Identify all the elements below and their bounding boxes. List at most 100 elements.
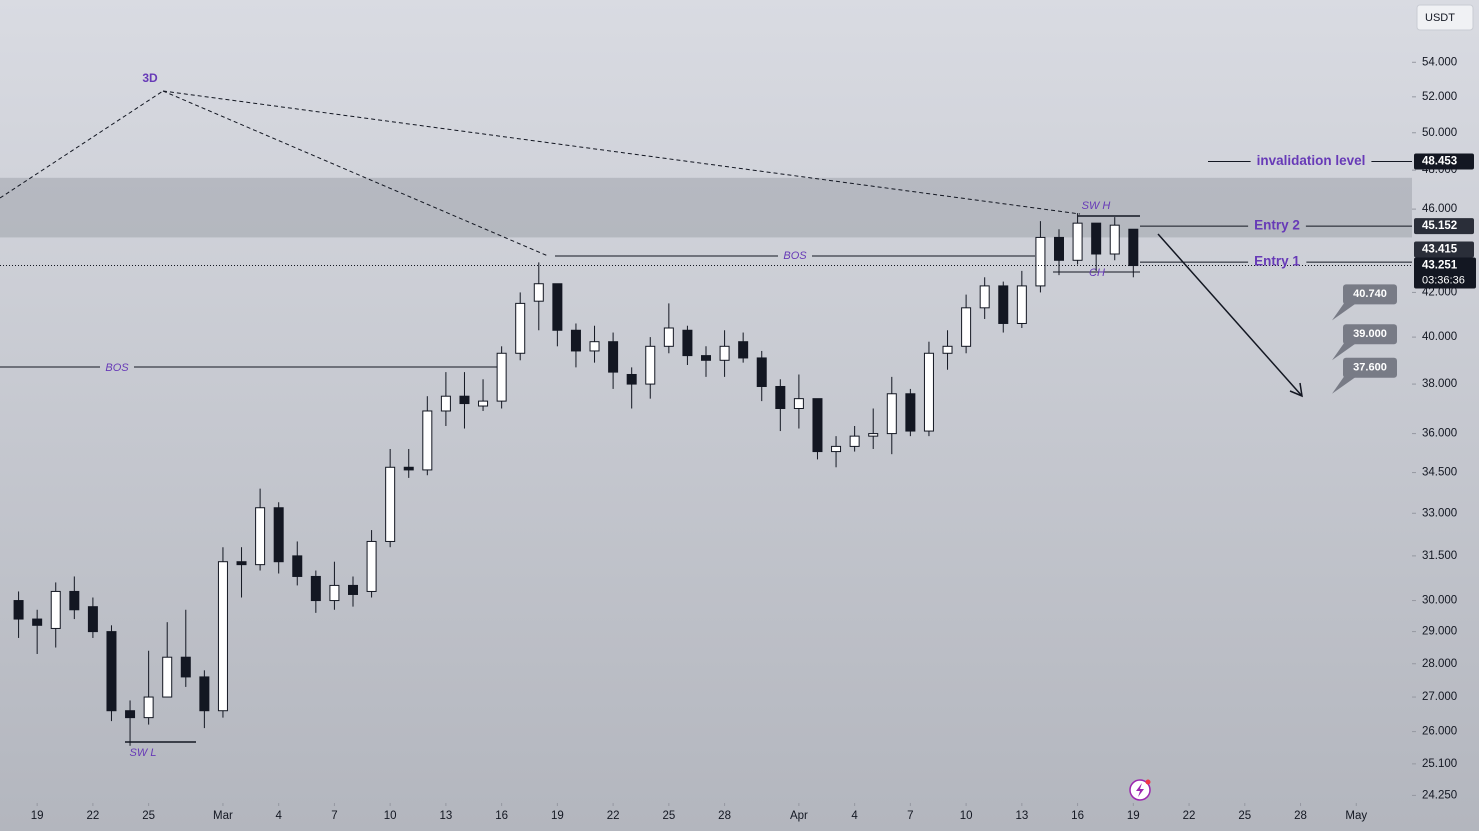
target-box [1343,324,1397,345]
candle-body [1072,222,1083,261]
level-label: Entry 1 [1254,254,1300,269]
candle-body [385,466,396,542]
pattern-label: 3D [142,71,158,85]
candle-body [87,606,98,633]
x-tick-label: 10 [384,810,397,822]
candle-body [310,575,321,602]
structure-lines [0,215,1140,743]
swing-low-label: SW L [130,747,157,759]
target-label: 40.740 [1353,288,1387,300]
candle-body [608,341,619,373]
x-tick-label: 7 [907,810,913,822]
y-tick-label: 34.500 [1422,467,1457,479]
target-label: 37.600 [1353,362,1387,374]
x-tick-label: 13 [1015,810,1028,822]
candle-body [942,345,953,354]
y-tick-label: 26.000 [1422,726,1457,738]
x-tick-label: 4 [275,810,282,822]
y-tick-label: 36.000 [1422,428,1457,440]
x-tick-label: 19 [31,810,44,822]
x-tick-label: 25 [142,810,155,822]
bos-label: BOS [105,362,129,374]
y-tick-label: 54.000 [1422,56,1457,68]
x-tick-label: 22 [1183,810,1196,822]
x-tick-label: 28 [1294,810,1307,822]
x-tick-label: 13 [439,810,452,822]
dashed-line [162,90,1081,215]
candle-body [13,600,24,620]
candle-body [831,445,842,453]
target-box [1343,284,1397,305]
countdown: 03:36:36 [1422,274,1465,286]
candle-body [329,584,340,602]
candle-body [199,676,210,712]
candle-body [348,584,358,595]
candle-body [273,507,284,563]
event-dot [1145,779,1151,785]
candle-body [125,710,136,719]
candle-body [701,355,711,361]
x-tick-label: 25 [1238,810,1251,822]
candle-body [69,590,80,611]
candle-body [645,345,656,385]
level-price: 45.152 [1422,220,1457,232]
candle-body [440,395,451,412]
candle-body [106,631,117,712]
candle-body [180,656,191,678]
candle-body [793,398,804,410]
x-tick-label: 25 [662,810,675,822]
candle-body [998,285,1009,324]
x-tick-label: 16 [495,810,508,822]
y-tick-label: 28.000 [1422,658,1457,670]
candle-body [1128,228,1139,267]
x-tick-label: 4 [851,810,858,822]
candle-body [905,393,916,432]
candle-body [1016,285,1027,324]
candle-body [459,395,470,405]
candle-body [1035,236,1046,287]
x-tick-label: 7 [331,810,337,822]
last-price-box [1414,257,1476,289]
candle-body [50,590,61,629]
level-label: Entry 2 [1254,218,1300,233]
y-tick-label: 24.250 [1422,789,1457,801]
x-tick-label: 16 [1071,810,1084,822]
projection-arrow [1157,233,1303,397]
candle-body [775,385,786,410]
candle-body [162,656,173,698]
bos-label: BOS [783,250,807,262]
candle-body [682,329,693,357]
candle-body [961,307,972,347]
currency-label: USDT [1425,12,1455,24]
x-tick-label: 10 [960,810,973,822]
event-icon-bolt [1136,783,1144,797]
swing-high-label: SW H [1082,200,1111,212]
pattern-lines [0,90,1081,257]
candle-body [496,352,507,402]
y-tick-label: 40.000 [1422,331,1457,343]
candle-body [403,466,414,471]
candle-body [812,398,823,453]
y-tick-label: 38.000 [1422,378,1457,390]
target-tail [1332,340,1356,361]
y-tick-label: 30.000 [1422,595,1457,607]
candle-body [626,373,637,385]
y-tick-label: 42.000 [1422,286,1457,298]
x-tick-label: 28 [718,810,731,822]
target-tail [1332,300,1356,321]
candle-body [422,410,433,471]
supply-zone [0,177,1412,238]
currency-box[interactable] [1416,4,1474,31]
candle-body [478,400,489,407]
candle-body [868,433,879,437]
dashed-line [0,90,164,199]
candle-body [719,345,730,361]
y-tick-label: 29.000 [1422,626,1457,638]
candle-body [1109,224,1120,255]
candle-body [217,561,228,712]
candle-body [255,507,266,566]
y-tick-label: 25.100 [1422,758,1457,770]
level-label: invalidation level [1257,153,1366,168]
